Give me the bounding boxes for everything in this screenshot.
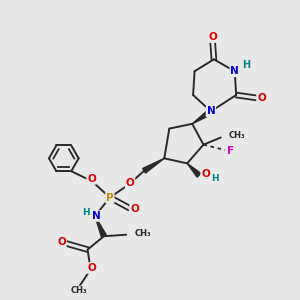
Text: O: O	[57, 237, 66, 247]
Text: N: N	[92, 211, 101, 221]
Text: O: O	[201, 169, 210, 179]
Text: O: O	[257, 93, 266, 103]
Text: CH₃: CH₃	[229, 130, 246, 140]
Text: H: H	[82, 208, 89, 217]
Polygon shape	[192, 109, 213, 124]
Text: O: O	[130, 204, 139, 214]
Text: O: O	[126, 178, 134, 188]
Text: F: F	[227, 146, 234, 156]
Polygon shape	[187, 164, 201, 177]
Text: N: N	[207, 106, 215, 116]
Text: H: H	[212, 174, 219, 183]
Text: CH₃: CH₃	[70, 286, 87, 296]
Text: O: O	[87, 174, 96, 184]
Polygon shape	[95, 216, 106, 237]
Text: O: O	[208, 32, 217, 42]
Text: N: N	[230, 66, 239, 76]
Text: O: O	[87, 263, 96, 273]
Text: P: P	[106, 193, 114, 202]
Text: CH₃: CH₃	[134, 229, 151, 238]
Polygon shape	[142, 158, 164, 173]
Text: H: H	[242, 60, 250, 70]
